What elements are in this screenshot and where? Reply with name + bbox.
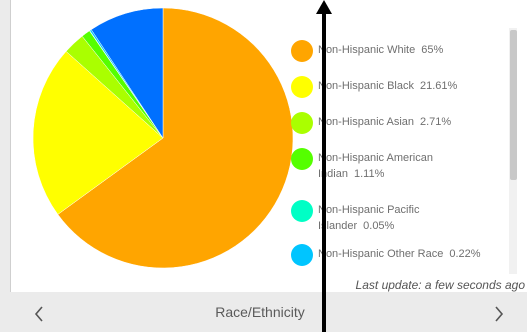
legend-swatch [291, 148, 313, 170]
legend-swatch [291, 200, 313, 222]
legend-item-pacific-islander[interactable]: Non-Hispanic Pacific Islander 0.05% [291, 196, 501, 232]
cursor-pointer-arrow-icon [316, 0, 332, 14]
legend-label: Non-Hispanic White 65% [318, 44, 444, 56]
legend-label: Non-Hispanic American Indian 1.11% [318, 152, 433, 180]
legend-item-black[interactable]: Non-Hispanic Black 21.61% [291, 72, 501, 106]
pie-slice-1[interactable] [32, 51, 164, 215]
legend-label: Non-Hispanic Asian 2.71% [318, 116, 452, 128]
legend-scrollbar-thumb[interactable] [510, 30, 517, 180]
legend-swatch [291, 112, 313, 134]
legend-swatch [291, 40, 313, 62]
legend-label: Non-Hispanic Other Race 0.22% [318, 248, 481, 260]
widget-title: Race/Ethnicity [215, 304, 305, 320]
legend-value: 2.71% [420, 116, 452, 128]
legend-value: 0.22% [449, 248, 481, 260]
next-button[interactable] [490, 304, 508, 324]
cursor-pointer-line [322, 10, 326, 332]
pie-chart [27, 2, 299, 274]
legend-item-white[interactable]: Non-Hispanic White 65% [291, 36, 501, 70]
legend-swatch [291, 244, 313, 266]
chevron-left-icon [34, 306, 43, 322]
legend-swatch [291, 76, 313, 98]
widget-nav-bar: Race/Ethnicity [0, 292, 527, 332]
pie-chart-svg [32, 7, 294, 269]
previous-button[interactable] [30, 304, 48, 324]
chart-panel [10, 0, 527, 293]
pie-slice-0[interactable] [57, 7, 294, 269]
legend-label: Non-Hispanic Black 21.61% [318, 80, 458, 92]
legend-item-other-race[interactable]: Non-Hispanic Other Race 0.22% [291, 240, 501, 274]
chevron-right-icon [495, 306, 504, 322]
legend-item-asian[interactable]: Non-Hispanic Asian 2.71% [291, 108, 501, 142]
legend-value: 1.11% [353, 168, 385, 180]
pie-slice-6[interactable] [90, 7, 164, 139]
legend-value: 21.61% [419, 80, 458, 92]
legend-label: Non-Hispanic Pacific Islander 0.05% [318, 204, 420, 232]
legend-value: 0.05% [363, 220, 395, 232]
chart-legend: Non-Hispanic White 65% Non-Hispanic Black… [291, 36, 501, 278]
last-update-text: Last update: a few seconds ago [355, 278, 525, 292]
legend-value: 65% [421, 44, 444, 56]
